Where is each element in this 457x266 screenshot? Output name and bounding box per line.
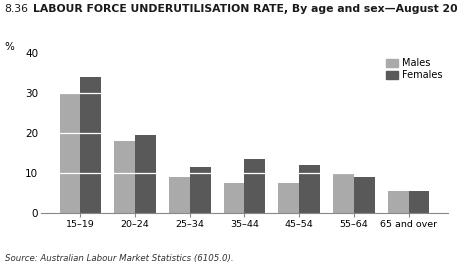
Bar — [114, 141, 135, 213]
Bar — [59, 93, 80, 213]
Bar — [278, 183, 299, 213]
Text: %: % — [5, 41, 15, 52]
Bar — [333, 173, 354, 213]
Bar — [299, 165, 320, 213]
Bar — [135, 135, 156, 213]
Text: LABOUR FORCE UNDERUTILISATION RATE, By age and sex—August 2010: LABOUR FORCE UNDERUTILISATION RATE, By a… — [33, 4, 457, 14]
Bar — [80, 77, 101, 213]
Bar — [224, 183, 244, 213]
Text: Source: Australian Labour Market Statistics (6105.0).: Source: Australian Labour Market Statist… — [5, 254, 233, 263]
Legend: Males, Females: Males, Females — [386, 58, 443, 81]
Bar — [169, 177, 190, 213]
Bar — [244, 159, 265, 213]
Text: 8.36: 8.36 — [5, 4, 29, 14]
Bar — [409, 191, 430, 213]
Bar — [190, 167, 211, 213]
Bar — [354, 177, 375, 213]
Bar — [388, 191, 409, 213]
